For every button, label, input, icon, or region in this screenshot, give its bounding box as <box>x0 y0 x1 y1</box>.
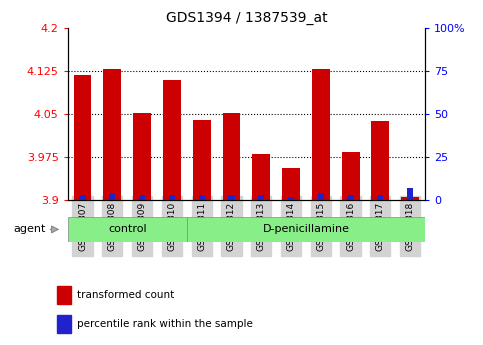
Bar <box>401 197 419 200</box>
Bar <box>312 69 330 200</box>
Text: D-penicillamine: D-penicillamine <box>262 225 349 234</box>
Bar <box>282 168 300 200</box>
Bar <box>199 195 205 200</box>
Bar <box>169 195 175 200</box>
Bar <box>258 195 264 200</box>
Bar <box>407 188 413 200</box>
Bar <box>228 195 235 200</box>
Bar <box>193 120 211 200</box>
Bar <box>252 154 270 200</box>
Bar <box>318 193 324 200</box>
Bar <box>347 195 354 200</box>
Bar <box>163 80 181 200</box>
Text: agent: agent <box>14 225 46 234</box>
Text: transformed count: transformed count <box>77 290 174 300</box>
FancyBboxPatch shape <box>187 217 425 241</box>
Bar <box>377 195 384 200</box>
Text: control: control <box>108 225 146 234</box>
Text: percentile rank within the sample: percentile rank within the sample <box>77 319 253 329</box>
Title: GDS1394 / 1387539_at: GDS1394 / 1387539_at <box>166 11 327 25</box>
Bar <box>79 195 85 200</box>
FancyBboxPatch shape <box>68 217 187 241</box>
Bar <box>109 193 115 200</box>
Bar <box>139 195 145 200</box>
Bar <box>223 113 241 200</box>
Bar <box>133 113 151 200</box>
Bar <box>73 75 91 200</box>
Bar <box>371 121 389 200</box>
Bar <box>103 69 121 200</box>
Bar <box>288 197 294 200</box>
Bar <box>57 286 71 304</box>
Bar <box>341 152 359 200</box>
Bar <box>57 315 71 333</box>
